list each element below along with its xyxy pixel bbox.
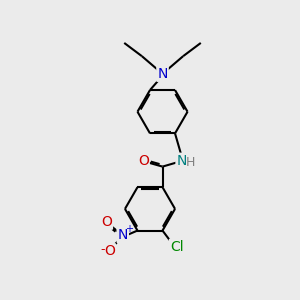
Text: O: O xyxy=(101,215,112,229)
Text: O: O xyxy=(104,244,115,258)
Text: N: N xyxy=(118,228,128,242)
Text: N: N xyxy=(157,67,168,81)
Text: Cl: Cl xyxy=(170,240,184,254)
Text: +: + xyxy=(125,224,133,234)
Text: H: H xyxy=(186,156,195,169)
Text: O: O xyxy=(138,154,149,168)
Text: -: - xyxy=(101,243,105,256)
Text: N: N xyxy=(176,154,187,168)
